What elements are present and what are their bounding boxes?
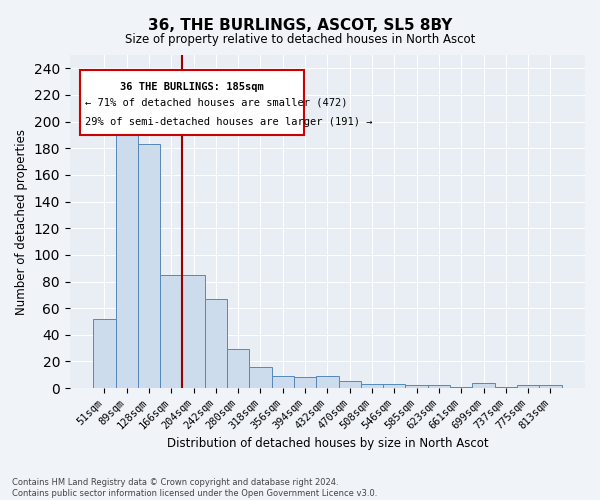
Bar: [316, 376, 338, 388]
FancyBboxPatch shape: [80, 70, 304, 135]
Text: Contains HM Land Registry data © Crown copyright and database right 2024.
Contai: Contains HM Land Registry data © Crown c…: [12, 478, 377, 498]
Bar: [406, 386, 428, 388]
Bar: [472, 383, 494, 388]
Bar: [361, 384, 383, 388]
Bar: [383, 384, 406, 388]
Bar: [250, 367, 272, 388]
Bar: [160, 275, 182, 388]
Text: 29% of semi-detached houses are larger (191) →: 29% of semi-detached houses are larger (…: [85, 117, 373, 127]
Bar: [272, 376, 294, 388]
Bar: [116, 134, 138, 388]
Bar: [138, 144, 160, 388]
Bar: [205, 299, 227, 388]
Bar: [450, 387, 472, 388]
Bar: [182, 275, 205, 388]
Bar: [227, 350, 250, 388]
Bar: [428, 386, 450, 388]
Bar: [494, 387, 517, 388]
Y-axis label: Number of detached properties: Number of detached properties: [15, 128, 28, 314]
Bar: [539, 386, 562, 388]
Text: ← 71% of detached houses are smaller (472): ← 71% of detached houses are smaller (47…: [85, 98, 348, 108]
Text: Size of property relative to detached houses in North Ascot: Size of property relative to detached ho…: [125, 32, 475, 46]
Text: 36, THE BURLINGS, ASCOT, SL5 8BY: 36, THE BURLINGS, ASCOT, SL5 8BY: [148, 18, 452, 32]
X-axis label: Distribution of detached houses by size in North Ascot: Distribution of detached houses by size …: [167, 437, 488, 450]
Bar: [93, 319, 116, 388]
Bar: [517, 386, 539, 388]
Bar: [338, 382, 361, 388]
Text: 36 THE BURLINGS: 185sqm: 36 THE BURLINGS: 185sqm: [120, 82, 264, 92]
Bar: [294, 378, 316, 388]
